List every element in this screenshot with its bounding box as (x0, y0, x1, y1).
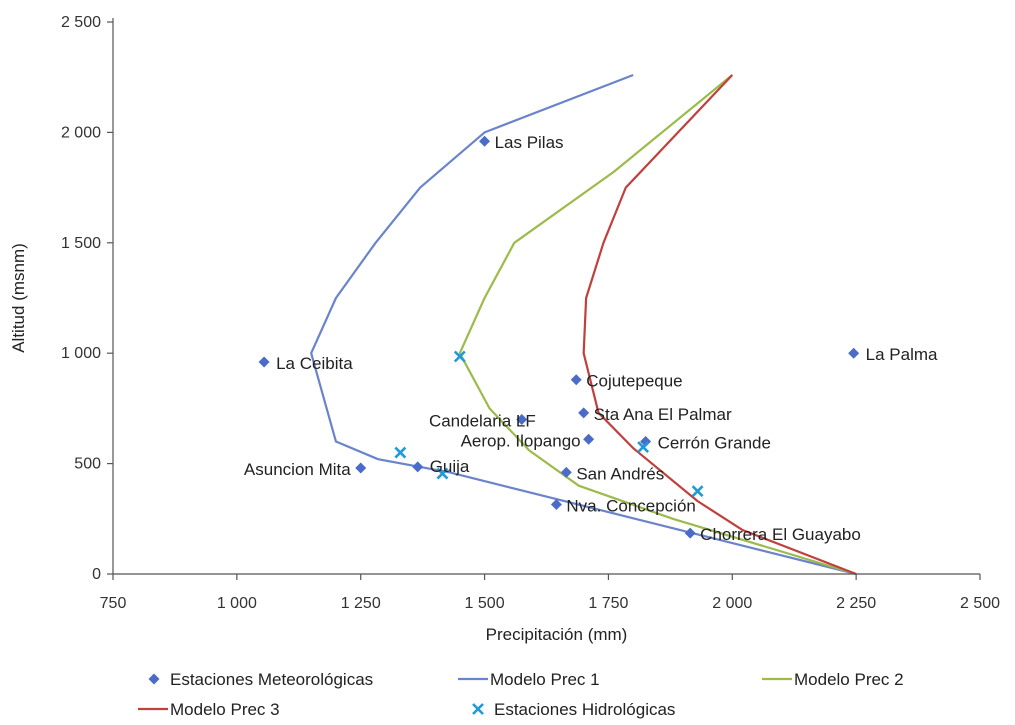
legend-x-icon (472, 703, 484, 715)
x-stroke (394, 446, 407, 459)
x-stroke (472, 703, 484, 715)
station-label: Candelaria LF (429, 411, 536, 430)
meteo-station-marker (848, 347, 860, 359)
hydro-station-marker (691, 485, 704, 498)
x-stroke (691, 485, 704, 498)
station-label: Las Pilas (495, 133, 564, 152)
x-stroke (637, 441, 650, 453)
x-tick-label: 1 250 (341, 595, 381, 612)
meteo-station-marker (412, 461, 424, 473)
meteo-station-marker (355, 462, 367, 474)
legend-label: Estaciones Hidrológicas (494, 700, 675, 719)
station-label: Guija (430, 457, 470, 476)
station-label: Cojutepeque (586, 372, 682, 391)
legend-label: Modelo Prec 1 (490, 670, 600, 689)
legend-item: Estaciones Meteorológicas (148, 670, 373, 689)
legend-item: Estaciones Hidrológicas (472, 700, 675, 719)
x-tick-label: 2 000 (712, 595, 752, 612)
x-tick-label: 750 (100, 595, 127, 612)
meteo-station-marker (684, 527, 696, 539)
meteo-station-marker (550, 498, 562, 510)
hydro-station-marker (453, 350, 466, 363)
point-labels: Las Pilas La Ceibita La Palma Cojutepeque St… (244, 133, 938, 544)
legend-item: Modelo Prec 1 (458, 670, 600, 689)
meteo-station-marker (516, 413, 528, 425)
legend-label: Estaciones Meteorológicas (170, 670, 373, 689)
x-tick-label: 1 750 (588, 595, 628, 612)
meteo-station-marker (640, 436, 652, 448)
legend-diamond-icon (148, 673, 160, 685)
x-axis-title: Precipitación (mm) (486, 625, 628, 644)
station-label: Nva. Concepción (566, 496, 695, 515)
x-tick-label: 2 500 (960, 595, 1000, 612)
meteo-station-marker (258, 356, 270, 368)
station-label: Sta Ana El Palmar (594, 405, 732, 424)
x-tick-label: 2 250 (836, 595, 876, 612)
y-tick-label: 0 (92, 566, 101, 583)
station-label: Cerrón Grande (658, 434, 771, 453)
legend-item: Modelo Prec 2 (762, 670, 904, 689)
meteo-station-marker (578, 407, 590, 419)
x-stroke (453, 350, 466, 363)
x-stroke (436, 467, 449, 480)
meteo-station-marker (583, 433, 595, 445)
axes: 0 500 1 000 1 500 2 000 2 500 750 1 000 1 250 1 5… (9, 14, 1000, 644)
meteo-station-marker (570, 374, 582, 386)
y-tick-label: 1 500 (61, 235, 101, 252)
plot-area (258, 73, 860, 576)
y-tick-label: 2 500 (61, 14, 101, 31)
legend: Estaciones Meteorológicas Modelo Prec 1 Mo… (138, 670, 904, 719)
y-axis-title: Altitud (msnm) (9, 243, 28, 353)
hydro-station-marker (394, 446, 407, 459)
x-tick-label: 1 500 (465, 595, 505, 612)
station-label: La Palma (866, 345, 938, 364)
station-label: Aerop. Ilopango (461, 431, 581, 450)
y-tick-label: 1 000 (61, 345, 101, 362)
meteo-station-marker (479, 135, 491, 147)
series-line-modelo-prec-3 (582, 74, 857, 576)
hydro-station-marker (436, 467, 449, 480)
hydro-station-marker (637, 441, 650, 453)
y-tick-label: 2 000 (61, 124, 101, 141)
station-label: La Ceibita (276, 354, 353, 373)
station-label: Asuncion Mita (244, 460, 351, 479)
meteo-station-marker (560, 466, 572, 478)
station-label: San Andrés (576, 464, 664, 483)
legend-label: Modelo Prec 2 (794, 670, 904, 689)
series-line-modelo-prec-2 (458, 74, 857, 576)
legend-label: Modelo Prec 3 (170, 700, 280, 719)
x-tick-label: 1 000 (217, 595, 257, 612)
station-label: Chorrera El Guayabo (700, 525, 861, 544)
y-tick-label: 500 (74, 456, 101, 473)
legend-item: Modelo Prec 3 (138, 700, 280, 719)
